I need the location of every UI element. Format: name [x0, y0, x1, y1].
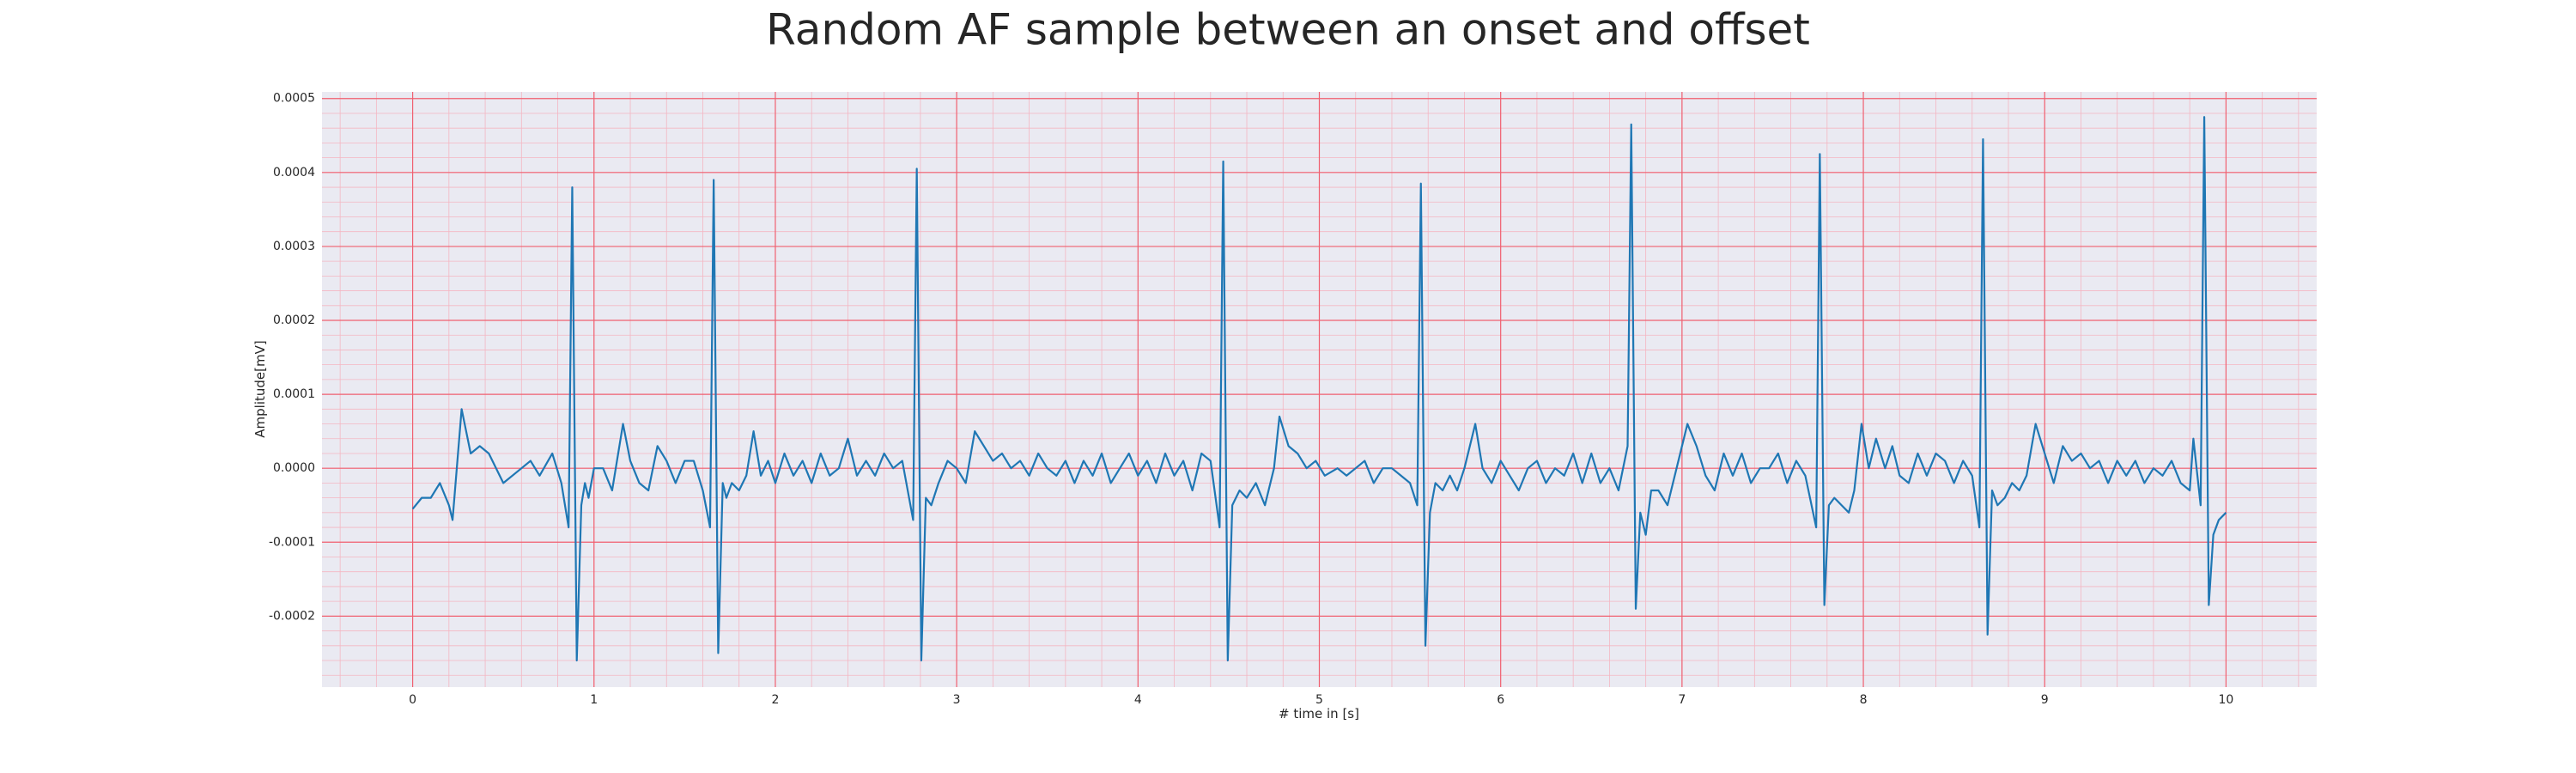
x-tick-label: 5: [1315, 693, 1323, 707]
x-tick-label: 0: [409, 693, 416, 707]
y-tick-label: -0.0002: [269, 609, 315, 623]
x-tick-label: 1: [590, 693, 598, 707]
y-tick-label: 0.0005: [273, 92, 315, 106]
data-line: [411, 116, 2227, 662]
y-tick-label: 0.0003: [273, 240, 315, 253]
y-tick-label: 0.0002: [273, 313, 315, 327]
x-tick-label: 7: [1678, 693, 1686, 707]
x-tick-label: 10: [2218, 693, 2233, 707]
y-axis-label: Amplitude[mV]: [252, 340, 268, 437]
grid: [322, 92, 2317, 687]
x-tick-label: 3: [953, 693, 961, 707]
y-tick-label: -0.0001: [269, 535, 315, 549]
y-tick-label: 0.0004: [273, 166, 315, 180]
x-tick-label: 8: [1860, 693, 1868, 707]
x-axis-label: # time in [s]: [1279, 706, 1359, 721]
y-tick-label: 0.0000: [273, 461, 315, 475]
x-tick-label: 6: [1497, 693, 1504, 707]
chart-title: Random AF sample between an onset and of…: [766, 5, 1810, 55]
x-tick-label: 4: [1134, 693, 1142, 707]
x-tick-label: 9: [2041, 693, 2049, 707]
y-tick-label: 0.0001: [273, 387, 315, 401]
x-tick-label: 2: [771, 693, 779, 707]
